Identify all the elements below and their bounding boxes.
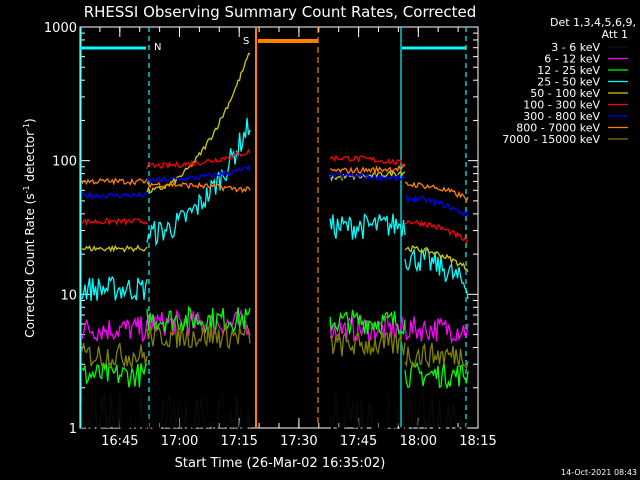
date-stamp: 14-Oct-2021 08:43 (561, 468, 637, 477)
x-tick-label: 17:15 (220, 434, 257, 449)
x-axis-label: Start Time (26-Mar-02 16:35:02) (175, 456, 386, 471)
series-group (81, 164, 469, 203)
series-line (146, 117, 251, 247)
series-group (81, 52, 469, 273)
series-group (81, 148, 469, 243)
y-axis-label: Corrected Count Rate (s-1 detector-1) (22, 118, 37, 337)
series-group (81, 165, 469, 217)
series-group (81, 322, 469, 370)
x-tick-label: 18:15 (459, 434, 496, 449)
series-line (81, 342, 148, 370)
x-tick-label: 17:45 (340, 434, 377, 449)
legend-header-line1: Det 1,3,4,5,6,9, (550, 16, 636, 29)
series-line (404, 316, 469, 345)
series-line (329, 171, 406, 183)
series-line (81, 177, 148, 186)
legend-entry-label: 300 - 800 keV (523, 110, 600, 123)
flag-label-s: S (243, 36, 249, 47)
series-line (404, 342, 469, 370)
legend-entry-label: 3 - 6 keV (551, 41, 600, 54)
series-line (329, 331, 406, 357)
series-line (146, 181, 251, 194)
series-line (81, 361, 148, 388)
legend-entry-label: 7000 - 15000 keV (502, 133, 600, 146)
series-line (329, 213, 406, 240)
series-line (146, 322, 251, 350)
series-line (405, 388, 469, 431)
x-tick-label: 18:00 (400, 434, 437, 449)
series-line (81, 217, 148, 227)
series-group (81, 308, 469, 345)
series-line (329, 154, 406, 167)
chart-title: RHESSI Observing Summary Count Rates, Co… (84, 3, 477, 21)
legend-entry-label: 25 - 50 keV (537, 76, 600, 89)
series-line (81, 244, 148, 253)
series-line (329, 314, 406, 344)
series-line (329, 164, 406, 175)
series-group (81, 117, 469, 302)
y-tick-label: 1000 (44, 21, 77, 36)
series-line (146, 52, 251, 194)
legend-entry-label: 50 - 100 keV (530, 87, 600, 100)
legend-header-line2: Att 1 (602, 28, 628, 41)
x-tick-label: 17:30 (280, 434, 317, 449)
flag-label-n: N (154, 42, 161, 53)
series-line (404, 244, 469, 273)
series-line (404, 181, 469, 203)
series-line (146, 392, 251, 431)
y-tick-label: 1 (69, 422, 77, 437)
x-tick-label: 16:45 (101, 434, 138, 449)
series-line (329, 309, 406, 336)
series-line (404, 194, 469, 217)
series-line (404, 247, 469, 300)
series-line (146, 308, 251, 336)
y-tick-label: 100 (52, 155, 77, 170)
series-line (81, 275, 148, 302)
series-line (329, 392, 406, 430)
plot-area: 1 10 100 1000 16:45 17:00 17:15 17:30 17:45 18:00… (44, 21, 497, 449)
x-tick-label: 17:00 (161, 434, 198, 449)
series-line (404, 219, 469, 243)
series-line (146, 148, 251, 170)
series-line (146, 165, 251, 183)
legend-entry-label: 800 - 7000 keV (516, 122, 600, 135)
legend-entry-label: 100 - 300 keV (523, 99, 600, 112)
series-line (146, 305, 251, 335)
series-line (404, 361, 469, 390)
y-tick-label: 10 (60, 288, 77, 303)
legend-entry-label: 6 - 12 keV (544, 53, 600, 66)
series-line (81, 316, 148, 343)
series-line (81, 191, 148, 200)
series-group (81, 305, 469, 390)
legend-entry-label: 12 - 25 keV (537, 64, 600, 77)
